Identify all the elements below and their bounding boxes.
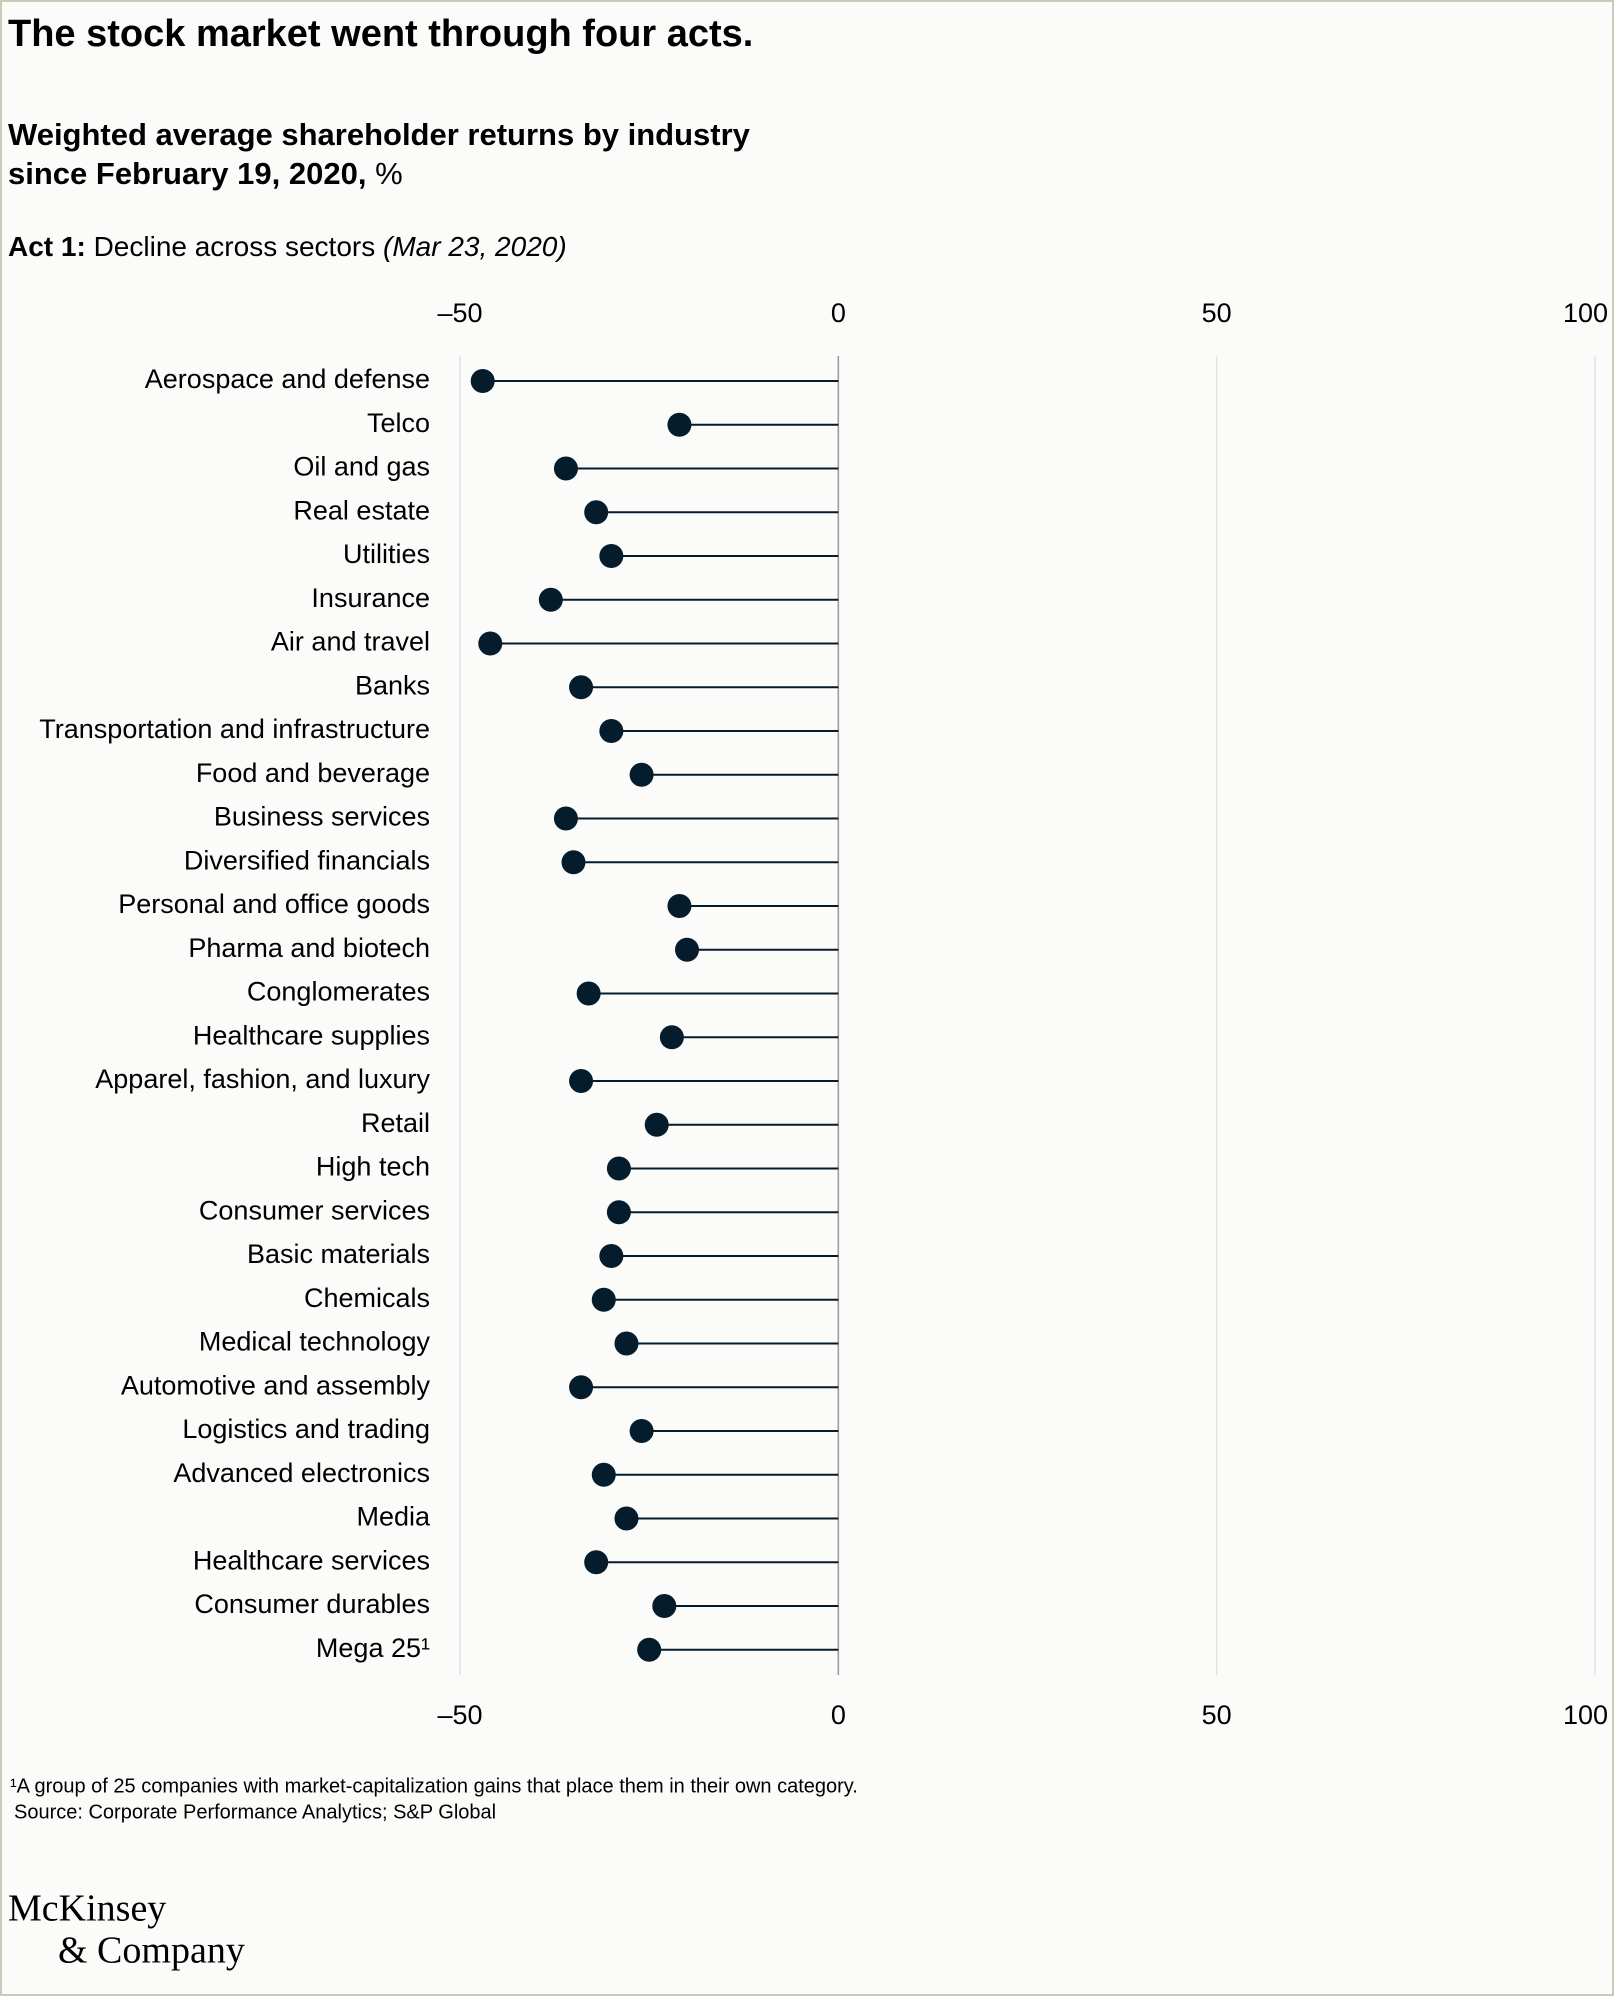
dot [606, 1156, 631, 1181]
dot [599, 544, 624, 568]
y-tick-label: Transportation and infrastructure [39, 714, 430, 744]
dot [599, 719, 624, 743]
y-tick-label: Telco [367, 408, 430, 438]
x-tick-label: 50 [1202, 1700, 1232, 1730]
y-tick-label: Diversified financials [184, 845, 430, 875]
dot [470, 369, 495, 393]
y-tick-label: Oil and gas [293, 452, 430, 482]
y-tick-label: Air and travel [271, 627, 430, 657]
y-tick-label: Medical technology [199, 1327, 431, 1357]
y-tick-label: Media [356, 1502, 431, 1532]
y-tick-label: Chemicals [304, 1283, 430, 1313]
y-tick-label: Business services [214, 802, 430, 832]
y-tick-label: Advanced electronics [173, 1458, 430, 1488]
dot [606, 1200, 631, 1225]
dot [591, 1287, 616, 1312]
dot [614, 1331, 639, 1356]
act-heading: Act 1: Decline across sectors (Mar 23, 2… [8, 231, 567, 262]
dot [614, 1506, 639, 1531]
dot [553, 806, 578, 831]
subtitle: since February 19, 2020, [8, 156, 366, 191]
y-tick-label: Insurance [311, 583, 430, 613]
dot [659, 1025, 684, 1050]
y-tick-label: High tech [316, 1152, 430, 1182]
x-tick-label: 0 [831, 298, 846, 328]
y-tick-label: Real estate [293, 495, 430, 525]
y-tick-label: Mega 25¹ [316, 1633, 430, 1663]
y-tick-label: Consumer durables [194, 1589, 430, 1619]
x-tick-label: –50 [437, 1700, 482, 1730]
dot [644, 1112, 669, 1137]
footnote: ¹A group of 25 companies with market-cap… [10, 1775, 858, 1797]
y-tick-label: Banks [355, 670, 430, 700]
y-tick-label: Healthcare services [193, 1545, 430, 1575]
dot [667, 894, 692, 918]
dot [569, 675, 594, 700]
subtitle: since February 19, 2020, % [8, 156, 403, 191]
dot [629, 762, 654, 787]
dot [561, 850, 586, 875]
dot [538, 587, 563, 612]
dot [569, 1375, 594, 1400]
y-tick-label: Personal and office goods [118, 889, 430, 919]
dot [569, 1069, 594, 1093]
plot: –50 –50 0 0 50 50 100 100 Aerospace and defense T… [39, 298, 1608, 1730]
dot [652, 1594, 677, 1618]
source: Source: Corporate Performance Analytics;… [14, 1801, 496, 1823]
dot [553, 456, 578, 481]
x-tick-label: –50 [437, 298, 482, 328]
dot [637, 1637, 662, 1662]
chart-title: The stock market went through four acts. [8, 13, 753, 55]
y-tick-label: Conglomerates [247, 977, 430, 1007]
y-tick-label: Basic materials [247, 1239, 430, 1269]
dot [576, 981, 601, 1006]
logo: & Company [58, 1930, 245, 1972]
y-tick-label: Automotive and assembly [121, 1370, 431, 1400]
dot [667, 412, 692, 437]
y-tick-label: Apparel, fashion, and luxury [95, 1064, 430, 1094]
dot [584, 500, 609, 525]
x-tick-label: 50 [1202, 298, 1232, 328]
y-tick-label: Pharma and biotech [188, 933, 430, 963]
act-date: (Mar 23, 2020) [383, 231, 567, 262]
dot [478, 631, 503, 656]
y-tick-label: Consumer services [199, 1195, 430, 1225]
logo: McKinsey [8, 1888, 166, 1930]
subtitle: Weighted average shareholder returns by … [8, 117, 751, 152]
dot [591, 1462, 616, 1487]
dot [584, 1550, 609, 1575]
dot [599, 1244, 624, 1268]
dot [629, 1419, 654, 1443]
x-tick-label: 100 [1563, 298, 1608, 328]
dot [675, 937, 699, 962]
y-tick-label: Utilities [343, 539, 430, 569]
y-tick-label: Retail [361, 1108, 430, 1138]
act-text: Decline across sectors [94, 231, 376, 262]
x-tick-label: 100 [1563, 1700, 1608, 1730]
y-tick-label: Aerospace and defense [145, 364, 430, 394]
act-label: Act 1: [8, 231, 86, 262]
y-tick-label: Healthcare supplies [193, 1020, 430, 1050]
y-tick-label: Logistics and trading [182, 1414, 430, 1444]
y-tick-label: Food and beverage [196, 758, 430, 788]
x-tick-label: 0 [831, 1700, 846, 1730]
unit: % [375, 156, 403, 191]
